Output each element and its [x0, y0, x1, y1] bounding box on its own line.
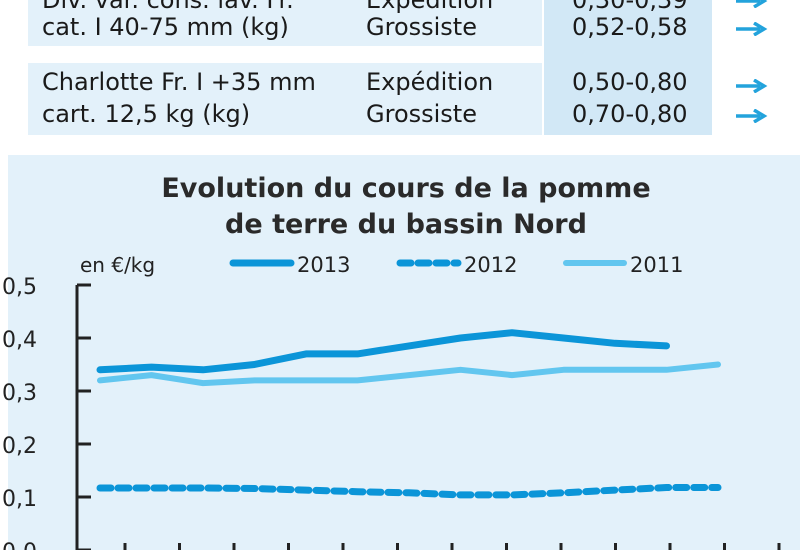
chart-axes: 0,0 0,1 0,2 0,3 0,4 0,5 en €/kg — [2, 253, 781, 550]
price-value: 0,70-0,80 — [572, 100, 688, 128]
stage-label: Expédition — [366, 0, 494, 14]
table-row-band — [28, 0, 542, 46]
y-tick-label: 0,0 — [2, 540, 37, 550]
series-line-2012 — [96, 484, 722, 499]
legend-label: 2013 — [297, 253, 350, 277]
trend-arrow-icon — [736, 109, 768, 123]
stage-label: Expédition — [366, 68, 494, 96]
product-label: cat. I 40-75 mm (kg) — [42, 13, 289, 41]
legend-label: 2012 — [464, 253, 517, 277]
product-label: Charlotte Fr. I +35 mm — [42, 68, 316, 96]
table-row-band — [28, 63, 542, 135]
price-value: 0,50-0,80 — [572, 68, 688, 96]
trend-arrow-icon — [736, 79, 768, 93]
chart-subtitle: de terre du bassin Nord — [225, 209, 587, 240]
y-tick-label: 0,3 — [2, 381, 37, 406]
series-line-2011 — [97, 361, 721, 387]
legend-label: 2011 — [630, 253, 683, 277]
stage-label: Grossiste — [366, 100, 477, 128]
stage-label: Grossiste — [366, 13, 477, 41]
price-table: Div. var. cons. lav. Fr. cat. I 40-75 mm… — [28, 0, 800, 135]
y-axis-label: en €/kg — [80, 253, 155, 277]
chart-title: Evolution du cours de la pomme — [161, 173, 651, 204]
price-column-band — [544, 0, 712, 135]
series-line-2013 — [96, 329, 670, 374]
trend-arrow-icon — [736, 22, 768, 36]
y-tick-label: 0,5 — [2, 275, 37, 300]
chart-legend: 2013 2012 2011 — [229, 253, 683, 277]
trend-arrow-icon — [736, 0, 768, 8]
product-label: Div. var. cons. lav. Fr. — [42, 0, 294, 14]
price-value: 0,52-0,58 — [572, 13, 688, 41]
chart-series — [96, 329, 722, 499]
y-tick-label: 0,4 — [2, 328, 37, 353]
price-value: 0,30-0,39 — [572, 0, 688, 14]
y-tick-label: 0,1 — [2, 487, 37, 512]
product-label: cart. 12,5 kg (kg) — [42, 100, 251, 128]
y-tick-label: 0,2 — [2, 434, 37, 459]
